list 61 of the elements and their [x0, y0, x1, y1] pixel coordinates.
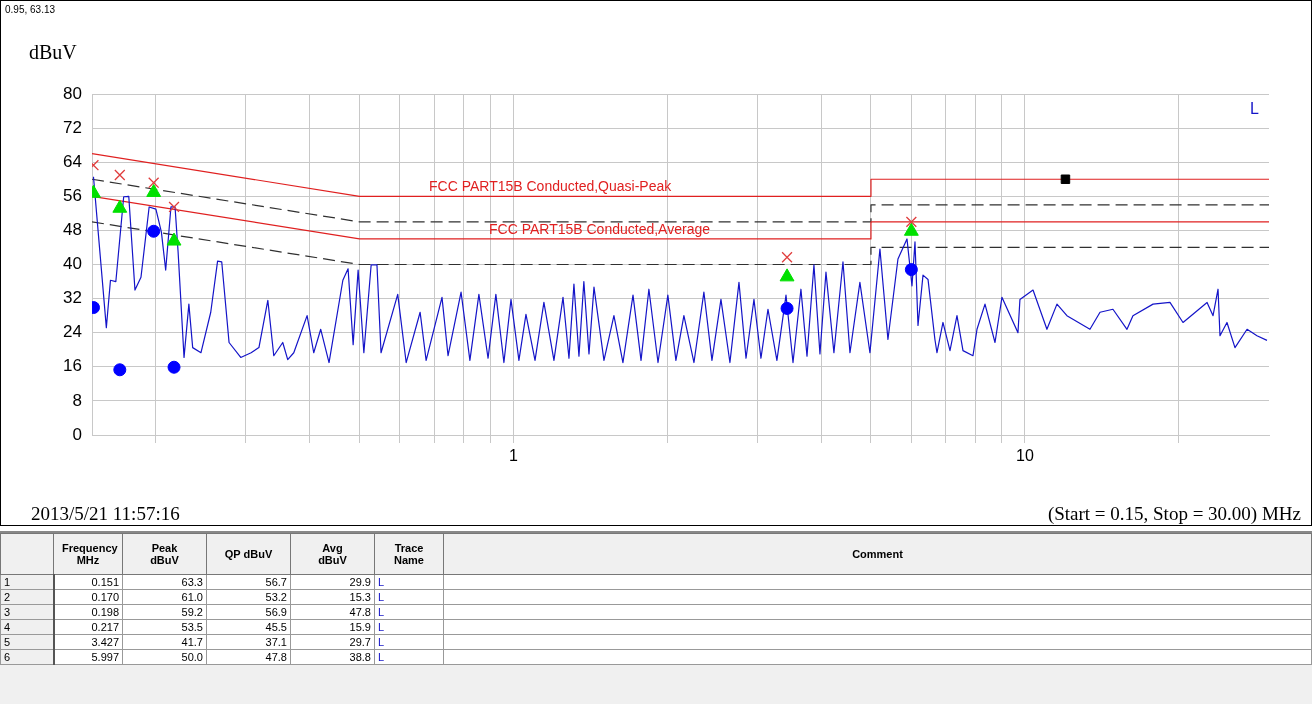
- text: 47.8: [290, 604, 375, 620]
- text: 0.170: [53, 589, 123, 605]
- text: L: [378, 591, 385, 603]
- text: 5: [0, 634, 54, 650]
- y-tick-label: 16: [63, 356, 82, 376]
- text: 38.8: [290, 649, 375, 665]
- y-tick-label: 80: [63, 83, 82, 103]
- text: 2: [0, 589, 54, 605]
- text: 53.5: [122, 619, 207, 635]
- text: 61.0: [122, 589, 207, 605]
- text: 0.198: [53, 604, 123, 620]
- series-label: FCC PART15B Conducted,Average: [489, 220, 711, 237]
- text: 41.7: [122, 634, 207, 650]
- text: 47.8: [206, 649, 291, 665]
- text: Avg dBuV: [317, 542, 348, 566]
- text: 2013/5/21 11:57:16: [31, 503, 180, 525]
- y-tick-label: 72: [63, 117, 82, 137]
- text: L: [378, 636, 385, 648]
- text: 50.0: [122, 649, 207, 665]
- text: L: [378, 606, 385, 618]
- y-tick-label: 24: [63, 322, 82, 342]
- text: Trace Name: [393, 542, 425, 566]
- text: 59.2: [122, 604, 207, 620]
- text: 3: [0, 604, 54, 620]
- y-tick-label: 8: [72, 390, 82, 410]
- y-tick-label: 48: [63, 220, 82, 240]
- text: QP dBuV: [223, 548, 274, 560]
- text: L: [378, 651, 385, 663]
- y-tick-label: 32: [63, 288, 82, 308]
- y-tick-label: 40: [63, 254, 82, 274]
- text: 63.3: [122, 574, 207, 590]
- text: Comment: [851, 548, 904, 560]
- text: 29.9: [290, 574, 375, 590]
- text: L: [378, 621, 385, 633]
- text: 4: [0, 619, 54, 635]
- text: 0.95, 63.13: [5, 4, 56, 15]
- y-tick-label: 56: [63, 185, 82, 205]
- text: 53.2: [206, 589, 291, 605]
- text: 6: [0, 649, 54, 665]
- text: 37.1: [206, 634, 291, 650]
- text: 5.997: [53, 649, 123, 665]
- text: 56.9: [206, 604, 291, 620]
- text: Peak dBuV: [149, 542, 180, 566]
- y-tick-label: 0: [72, 424, 82, 444]
- text: 15.9: [290, 619, 375, 635]
- text: 0.151: [53, 574, 123, 590]
- text: 0.217: [53, 619, 123, 635]
- text: L: [378, 576, 385, 588]
- text: 1: [0, 574, 54, 590]
- text: 45.5: [206, 619, 291, 635]
- text: L: [1250, 100, 1259, 118]
- text: 29.7: [290, 634, 375, 650]
- text: (Start = 0.15, Stop = 30.00) MHz: [1047, 503, 1301, 525]
- y-tick-label: 64: [63, 151, 82, 171]
- series-label: FCC PART15B Conducted,Quasi-Peak: [429, 178, 672, 195]
- text: 3.427: [53, 634, 123, 650]
- x-tick-label: 10: [1016, 447, 1034, 465]
- text: Frequency MHz: [62, 542, 118, 566]
- text: 15.3: [290, 589, 375, 605]
- y-axis-title: dBuV: [29, 41, 77, 64]
- text: 56.7: [206, 574, 291, 590]
